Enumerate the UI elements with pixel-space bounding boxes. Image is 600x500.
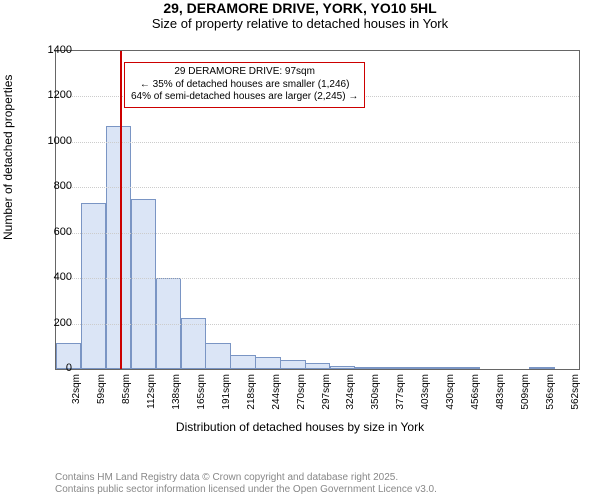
footer-line2: Contains public sector information licen… — [55, 484, 437, 496]
xtick-label: 138sqm — [171, 374, 182, 410]
ytick-label: 1200 — [32, 89, 72, 101]
chart-container: Number of detached properties 29 DERAMOR… — [0, 40, 600, 440]
xtick-label: 165sqm — [196, 374, 207, 410]
footer: Contains HM Land Registry data © Crown c… — [55, 472, 437, 496]
histogram-bar — [430, 367, 455, 369]
gridline — [56, 142, 579, 143]
gridline — [56, 233, 579, 234]
histogram-bar — [355, 367, 380, 369]
footer-line1: Contains HM Land Registry data © Crown c… — [55, 472, 437, 484]
histogram-bar — [181, 318, 206, 369]
xtick-label: 536sqm — [545, 374, 556, 410]
annotation-box: 29 DERAMORE DRIVE: 97sqm ← 35% of detach… — [124, 62, 365, 108]
xtick-label: 297sqm — [321, 374, 332, 410]
xtick-label: 270sqm — [296, 374, 307, 410]
histogram-bar — [405, 367, 430, 369]
xtick-label: 562sqm — [570, 374, 581, 410]
xtick-label: 377sqm — [395, 374, 406, 410]
xtick-label: 350sqm — [370, 374, 381, 410]
xtick-label: 191sqm — [221, 374, 232, 410]
ytick-label: 400 — [32, 271, 72, 283]
plot-area: 29 DERAMORE DRIVE: 97sqm ← 35% of detach… — [55, 50, 580, 370]
annotation-line2: ← 35% of detached houses are smaller (1,… — [131, 79, 358, 92]
histogram-bar — [255, 357, 280, 369]
histogram-bar — [131, 199, 156, 369]
xtick-label: 456sqm — [470, 374, 481, 410]
histogram-bar — [230, 355, 255, 369]
xtick-label: 244sqm — [271, 374, 282, 410]
xtick-label: 483sqm — [495, 374, 506, 410]
histogram-bar — [454, 367, 479, 369]
page-subtitle: Size of property relative to detached ho… — [0, 16, 600, 31]
xtick-label: 59sqm — [96, 374, 107, 404]
ytick-label: 600 — [32, 226, 72, 238]
ytick-label: 1400 — [32, 44, 72, 56]
xtick-label: 85sqm — [121, 374, 132, 404]
histogram-bar — [529, 367, 554, 369]
x-axis-label: Distribution of detached houses by size … — [0, 420, 600, 434]
histogram-bar — [205, 343, 230, 369]
xtick-label: 324sqm — [345, 374, 356, 410]
xtick-label: 509sqm — [520, 374, 531, 410]
ytick-label: 1000 — [32, 135, 72, 147]
histogram-bar — [305, 363, 330, 369]
histogram-bar — [380, 367, 405, 369]
ytick-label: 200 — [32, 317, 72, 329]
y-axis-label: Number of detached properties — [1, 75, 15, 240]
gridline — [56, 187, 579, 188]
histogram-bar — [330, 366, 355, 369]
gridline — [56, 324, 579, 325]
histogram-bar — [280, 360, 305, 369]
xtick-label: 112sqm — [146, 374, 157, 409]
histogram-bar — [106, 126, 131, 369]
gridline — [56, 278, 579, 279]
marker-line — [120, 51, 122, 369]
page-title: 29, DERAMORE DRIVE, YORK, YO10 5HL — [0, 0, 600, 16]
xtick-label: 32sqm — [71, 374, 82, 404]
xtick-label: 403sqm — [420, 374, 431, 410]
histogram-bar — [81, 203, 106, 369]
ytick-label: 0 — [32, 362, 72, 374]
xtick-label: 430sqm — [445, 374, 456, 410]
xtick-label: 218sqm — [246, 374, 257, 410]
ytick-label: 800 — [32, 180, 72, 192]
annotation-line3: 64% of semi-detached houses are larger (… — [131, 91, 358, 104]
annotation-line1: 29 DERAMORE DRIVE: 97sqm — [131, 66, 358, 79]
